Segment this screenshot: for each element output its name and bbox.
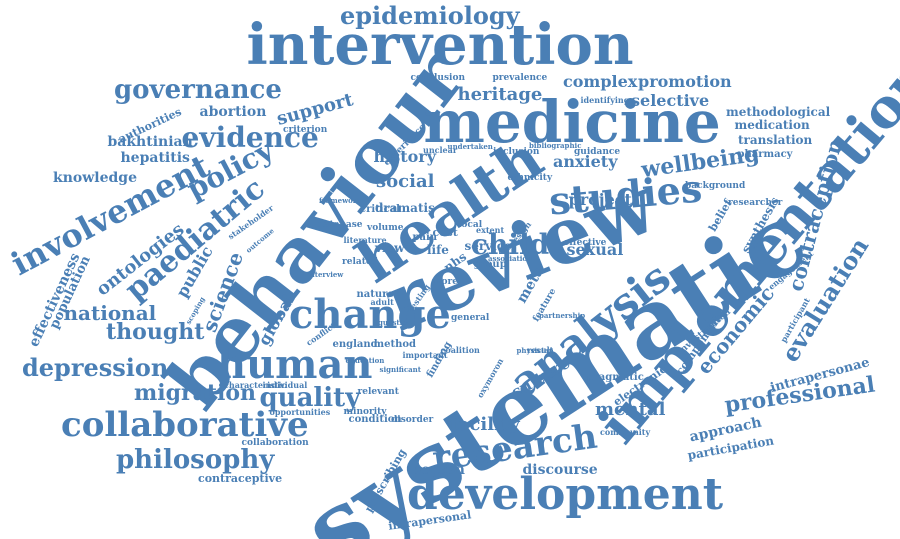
cloud-word: depression [22, 353, 169, 382]
cloud-word: related [342, 256, 378, 267]
cloud-word: hepatitis [120, 150, 190, 166]
cloud-word: extent [476, 225, 505, 235]
cloud-word: characteristic [224, 380, 287, 390]
cloud-word: prevalence [492, 72, 548, 83]
cloud-word: interview [307, 269, 344, 279]
cloud-word: framework [319, 195, 362, 205]
cloud-word: method [373, 339, 417, 350]
cloud-word: national [63, 301, 157, 325]
cloud-word: education [345, 355, 385, 365]
cloud-word: methodological [726, 105, 831, 119]
cloud-word: volume [367, 222, 404, 233]
cloud-word: migration [134, 380, 257, 406]
cloud-word: dramatis [375, 201, 435, 215]
cloud-word: association [488, 253, 533, 263]
cloud-word: condition [348, 414, 402, 425]
cloud-word: selective [631, 91, 710, 110]
cloud-word: england [332, 339, 378, 350]
cloud-word: more [432, 276, 458, 287]
cloud-word: heritage [457, 84, 543, 105]
cloud-word: database [317, 219, 363, 230]
cloud-word: facility [450, 414, 520, 435]
cloud-word: view [375, 241, 405, 255]
cloud-word: person [411, 462, 465, 478]
cloud-word: social [376, 171, 435, 192]
cloud-word: minority [343, 406, 387, 417]
cloud-word: history [373, 147, 437, 166]
cloud-word: discourse [522, 462, 598, 478]
cloud-word: inclusion [493, 146, 540, 157]
cloud-word: pain [412, 232, 438, 243]
cloud-word: adult [370, 297, 394, 307]
cloud-word: researcher [728, 197, 783, 208]
cloud-word: ethnicity [507, 172, 553, 183]
cloud-word: human [217, 341, 373, 388]
cloud-word: effective [563, 237, 607, 248]
cloud-word: unclear [423, 145, 458, 155]
cloud-word: guidance [574, 146, 621, 157]
cloud-word: cost [432, 225, 458, 239]
cloud-word: critical [360, 204, 400, 215]
cloud-word: collaboration [241, 437, 309, 448]
cloud-word: literature [343, 235, 387, 245]
cloud-word: knowledge [53, 170, 137, 186]
cloud-word: abortion [199, 104, 267, 120]
cloud-word: individual [262, 380, 308, 390]
cloud-word: evidence [181, 121, 319, 154]
cloud-word: physician [516, 345, 554, 355]
cloud-word: change [289, 291, 451, 338]
cloud-word: significant [379, 364, 421, 374]
cloud-word: governance [114, 75, 282, 105]
cloud-word: bibliographic [529, 140, 582, 150]
cloud-word: development [407, 469, 724, 520]
cloud-word: quality [259, 383, 361, 413]
cloud-word: pragmatic [586, 372, 644, 383]
cloud-word: medicine [423, 88, 721, 156]
cloud-word: epidemiology [340, 1, 520, 30]
cloud-word: criterion [283, 124, 328, 135]
cloud-word: child [471, 228, 550, 261]
cloud-word: intervention [246, 12, 634, 78]
cloud-word: community [600, 427, 651, 437]
cloud-word: background [685, 180, 746, 191]
cloud-word: group [473, 259, 507, 270]
cloud-word: important [402, 350, 448, 360]
cloud-word: partnership [539, 310, 586, 320]
cloud-word: local [458, 219, 483, 230]
cloud-word: anxiety [553, 152, 618, 171]
cloud-word: project [568, 190, 632, 209]
cloud-word: philosophy [116, 445, 275, 475]
cloud-word: promotion [638, 72, 732, 91]
cloud-word: opportunities [269, 407, 331, 417]
cloud-word: bakhtinian [107, 134, 193, 150]
cloud-word: mental [595, 399, 666, 420]
cloud-word: thought [106, 319, 205, 345]
cloud-word: coalition [440, 345, 480, 355]
cloud-word: translation [738, 133, 813, 147]
cloud-word: collaborative [61, 405, 309, 445]
cloud-word: life [427, 243, 449, 257]
cloud-word: question [378, 317, 413, 327]
cloud-word: relevant [357, 386, 399, 397]
cloud-word: disorder [391, 414, 434, 425]
cloud-word: identifying [580, 95, 630, 105]
cloud-word: service [464, 239, 512, 253]
cloud-word: pharmacy [737, 149, 793, 160]
cloud-word: medication [734, 118, 810, 132]
cloud-word: result [527, 345, 554, 355]
cloud-word: sexual [566, 240, 624, 259]
cloud-word: nature [356, 289, 394, 300]
cloud-word: general [451, 312, 490, 323]
cloud-word: complex [563, 72, 638, 91]
cloud-word: contraceptive [198, 471, 283, 485]
cloud-word: undertaken [447, 141, 493, 151]
cloud-word: conclusion [410, 72, 466, 83]
